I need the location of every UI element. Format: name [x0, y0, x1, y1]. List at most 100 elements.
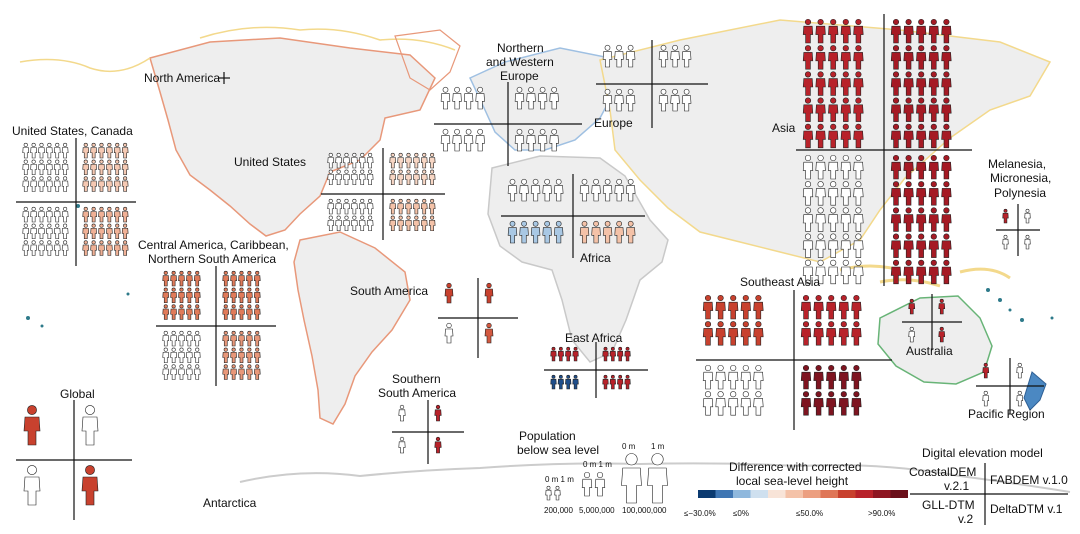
label-europe: Europe	[594, 116, 633, 130]
person-icon	[853, 154, 864, 180]
person-icon	[740, 391, 751, 416]
person-icon	[90, 159, 97, 176]
person-icon	[840, 181, 851, 206]
panel-australia	[902, 294, 962, 350]
panel-africa	[501, 174, 645, 258]
person-icon	[428, 169, 436, 186]
person-icon	[928, 97, 939, 122]
person-icon	[358, 169, 366, 186]
color-legend: Difference with corrected local sea-leve…	[684, 460, 908, 518]
person-icon	[366, 198, 374, 215]
panel-united-states-canada	[16, 138, 136, 266]
person-icon	[30, 223, 37, 240]
color-swatch	[785, 490, 803, 498]
person-icon	[113, 142, 121, 159]
person-icon	[557, 374, 564, 390]
person-icon	[22, 142, 30, 159]
person-icon	[553, 220, 564, 244]
person-icon	[853, 123, 864, 149]
person-icon	[106, 223, 113, 240]
person-icon	[53, 240, 61, 256]
panel-united-states	[321, 148, 445, 240]
person-icon	[98, 206, 105, 223]
person-icon	[840, 45, 851, 70]
legend-person-small-b	[554, 485, 561, 501]
person-icon	[253, 347, 261, 364]
person-icon	[941, 45, 952, 70]
person-icon	[840, 18, 851, 44]
person-icon	[625, 220, 636, 244]
person-icon	[728, 294, 739, 320]
person-icon	[851, 364, 862, 390]
color-legend-tick-2: ≤0%	[733, 509, 749, 518]
person-icon	[617, 346, 624, 362]
person-icon	[928, 123, 939, 149]
person-icon	[30, 159, 37, 176]
person-icon	[106, 159, 113, 176]
person-icon	[113, 176, 121, 192]
person-icon	[624, 374, 631, 390]
person-icon	[802, 18, 814, 44]
color-swatch	[733, 490, 751, 498]
person-icon	[916, 233, 927, 258]
person-icon	[343, 198, 350, 215]
person-icon	[428, 215, 436, 232]
person-icon	[617, 374, 624, 390]
person-icon	[802, 97, 814, 122]
person-icon	[46, 223, 53, 240]
person-icon	[335, 152, 342, 169]
person-icon	[916, 71, 927, 96]
person-icon	[890, 259, 902, 285]
person-icon	[222, 304, 230, 320]
person-icon	[519, 220, 529, 244]
panel-melanesia	[996, 204, 1040, 256]
person-icon	[507, 178, 518, 202]
panel-southern-south-america	[392, 400, 464, 464]
person-icon	[413, 215, 420, 232]
person-icon	[514, 128, 525, 152]
person-icon	[715, 364, 726, 390]
person-icon	[253, 330, 261, 347]
person-icon	[815, 233, 826, 258]
label-australia: Australia	[906, 344, 953, 358]
person-icon	[46, 159, 53, 176]
person-icon	[681, 44, 692, 68]
person-icon	[82, 159, 90, 176]
person-icon	[405, 215, 412, 232]
person-icon	[46, 240, 53, 256]
label-nw-europe-1: Northern	[497, 41, 544, 55]
person-icon	[358, 152, 366, 169]
person-icon	[98, 159, 105, 176]
person-icon	[238, 347, 245, 364]
person-icon	[853, 181, 864, 206]
person-icon	[826, 391, 837, 416]
person-icon	[938, 326, 946, 343]
person-icon	[253, 287, 261, 304]
legend-person-medium-b	[594, 471, 606, 497]
person-icon	[740, 294, 751, 320]
person-icon	[246, 347, 253, 364]
person-icon	[193, 270, 201, 287]
person-icon	[397, 152, 404, 169]
person-icon	[30, 240, 37, 256]
label-nw-europe-3: Europe	[500, 69, 539, 83]
label-united-states-canada: United States, Canada	[12, 124, 133, 138]
person-icon	[121, 206, 129, 223]
person-icon	[903, 71, 914, 96]
label-south-america: South America	[350, 284, 428, 298]
label-melanesia-1: Melanesia,	[988, 157, 1046, 171]
person-icon	[853, 71, 864, 96]
person-icon	[90, 176, 97, 192]
person-icon	[420, 152, 428, 169]
pop-legend-marks-4: 1 m	[651, 442, 665, 451]
person-icon	[238, 304, 245, 320]
person-icon	[537, 128, 548, 152]
person-icon	[82, 142, 90, 159]
person-icon	[916, 123, 927, 149]
pop-legend-marks-3: 0 m	[622, 442, 636, 451]
person-icon	[238, 287, 245, 304]
person-icon	[178, 270, 185, 287]
color-swatch	[838, 490, 856, 498]
label-united-states: United States	[234, 155, 306, 169]
person-icon	[916, 259, 927, 285]
